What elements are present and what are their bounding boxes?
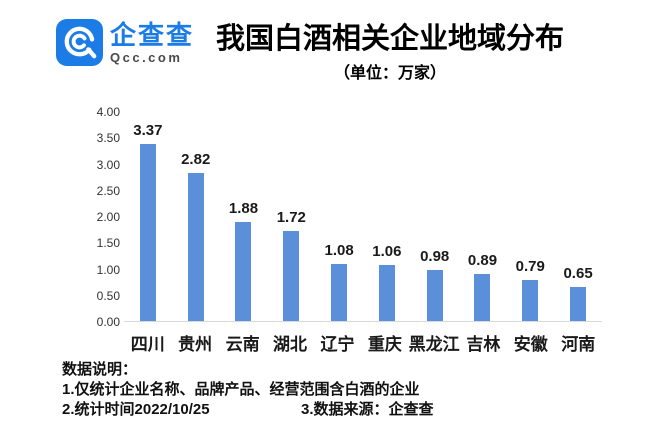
x-axis-labels: 四川 贵州 云南 湖北 辽宁 重庆 黑龙江 吉林 安徽 河南 <box>124 330 602 355</box>
y-axis-tick-label: 2.50 <box>96 183 120 198</box>
note-statistics-date: 2.统计时间2022/10/25 <box>62 401 210 418</box>
bar <box>331 264 348 321</box>
bar <box>139 144 156 321</box>
bar-slot: 0.89 <box>459 112 507 321</box>
x-axis-category-label: 河南 <box>561 335 596 354</box>
bar-slot: 2.82 <box>172 112 220 321</box>
qcc-logo-icon <box>56 19 103 66</box>
qcc-logo: 企查查 Qcc.com <box>56 19 194 66</box>
bar-value-label: 0.65 <box>563 264 593 282</box>
bar-slot: 3.37 <box>124 112 172 321</box>
chart-subtitle: （单位：万家） <box>333 65 446 82</box>
bar <box>570 286 587 321</box>
chart-header: 我国白酒相关企业地域分布 （单位：万家） <box>120 22 660 83</box>
bar-value-label: 0.98 <box>420 247 450 265</box>
y-axis-tick-label: 3.00 <box>96 157 120 172</box>
y-axis-tick-label: 0.50 <box>96 288 120 303</box>
bar-chart: 4.00 3.50 3.00 2.50 2.00 1.50 1.00 0.50 0.00 3.3… <box>62 105 622 362</box>
bar-value-label: 1.08 <box>324 242 354 260</box>
plot-area: 3.37 2.82 1.88 1.72 1.08 1.06 0.98 0.89 0.79 0.65 <box>124 112 602 322</box>
data-notes: 数据说明： 1.仅统计企业名称、品牌产品、经营范围含白酒的企业 2.统计时间20… <box>62 360 434 420</box>
bar <box>474 274 491 321</box>
note-statistics-scope: 1.仅统计企业名称、品牌产品、经营范围含白酒的企业 <box>62 381 420 398</box>
x-axis-category-label: 黑龙江 <box>408 335 460 354</box>
brand-name: 企查查 <box>110 19 195 50</box>
bar-value-label: 1.88 <box>228 200 259 218</box>
y-axis-tick-label: 1.00 <box>96 262 120 277</box>
y-axis: 4.00 3.50 3.00 2.50 2.00 1.50 1.00 0.50 0.00 <box>62 105 120 329</box>
x-axis-category-label: 安徽 <box>513 335 548 354</box>
bar-slot: 0.79 <box>506 112 554 321</box>
bar-value-label: 0.89 <box>467 252 498 270</box>
bar-slot: 0.98 <box>411 112 459 321</box>
chart-title: 我国白酒相关企业地域分布 <box>215 23 564 55</box>
bar-slot: 1.08 <box>315 112 363 321</box>
x-axis-category-label: 吉林 <box>466 335 501 354</box>
brand-domain: Qcc.com <box>110 49 183 65</box>
y-axis-tick-label: 2.00 <box>96 210 120 224</box>
bar <box>522 279 539 321</box>
bar <box>283 230 300 321</box>
x-axis-category-label: 湖北 <box>273 335 308 354</box>
note-data-source: 3.数据来源：企查查 <box>301 401 434 418</box>
bar-value-label: 0.79 <box>515 257 545 275</box>
y-axis-tick-label: 0.00 <box>96 315 120 329</box>
bar <box>187 172 204 321</box>
y-axis-tick-label: 3.50 <box>96 131 120 146</box>
notes-heading: 数据说明： <box>62 361 138 378</box>
bar <box>426 269 443 321</box>
bar-value-label: 2.82 <box>181 150 211 168</box>
bar-value-label: 3.37 <box>133 122 163 140</box>
bar <box>378 265 395 321</box>
bar <box>235 222 252 321</box>
x-axis-category-label: 云南 <box>225 335 260 354</box>
bar-value-label: 1.06 <box>372 243 402 261</box>
qcc-logo-text: 企查查 Qcc.com <box>110 21 194 65</box>
bar-slot: 1.72 <box>267 112 315 321</box>
x-axis-category-label: 重庆 <box>367 335 402 354</box>
y-axis-tick-label: 1.50 <box>96 236 120 251</box>
bar-slot: 1.06 <box>363 112 411 321</box>
bar-value-label: 1.72 <box>276 208 306 226</box>
y-axis-tick-label: 4.00 <box>96 105 120 119</box>
bar-slot: 1.88 <box>220 112 268 321</box>
bar-slot: 0.65 <box>554 112 602 321</box>
x-axis-category-label: 四川 <box>130 335 165 354</box>
note-row: 2.统计时间2022/10/25 3.数据来源：企查查 <box>62 400 434 420</box>
x-axis-category-label: 贵州 <box>178 335 213 354</box>
x-axis-category-label: 辽宁 <box>320 335 355 354</box>
